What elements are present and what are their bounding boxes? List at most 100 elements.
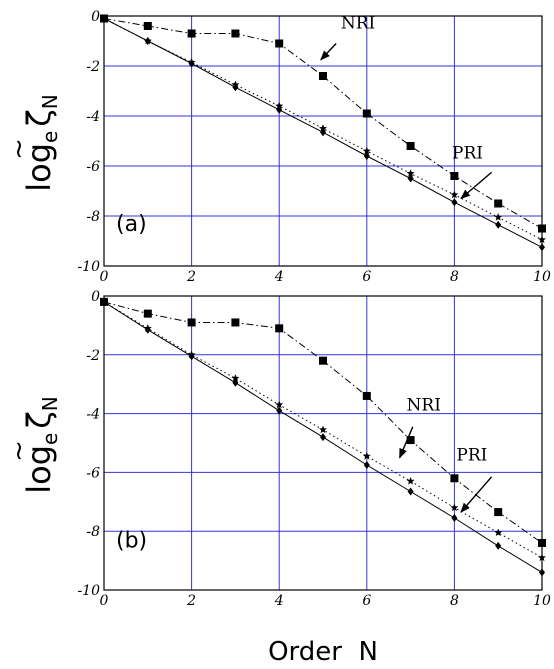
data-point-star xyxy=(231,374,240,382)
data-point-diamond xyxy=(144,325,151,334)
data-point-square xyxy=(494,508,503,517)
data-point-diamond xyxy=(363,461,370,470)
annotation-nri: NRI xyxy=(341,14,375,34)
x-axis-label: Order N xyxy=(268,637,378,667)
data-point-square xyxy=(362,109,371,118)
y-tick-label: -8 xyxy=(86,524,100,540)
annotation-arrow xyxy=(460,476,493,513)
y-tick-label: -4 xyxy=(86,407,100,423)
data-point-square xyxy=(362,391,371,400)
annotation-nri: NRI xyxy=(407,396,441,416)
plot-frame xyxy=(103,15,543,267)
panel-label: (b) xyxy=(116,528,147,553)
data-point-square xyxy=(319,356,327,365)
data-point-square xyxy=(406,142,415,150)
data-point-star xyxy=(494,213,503,221)
data-point-star xyxy=(362,452,371,460)
data-point-diamond xyxy=(276,105,283,114)
data-point-square xyxy=(143,22,152,30)
y-axis-label-tilde: ~ xyxy=(4,138,34,160)
x-tick-label: 0 xyxy=(100,269,109,285)
data-point-star xyxy=(450,503,459,512)
y-axis-label: logeζN xyxy=(20,94,62,191)
data-point-square xyxy=(143,309,152,318)
data-point-diamond xyxy=(451,198,458,207)
data-point-diamond xyxy=(451,513,458,522)
y-tick-label: -8 xyxy=(86,209,100,225)
data-point-square xyxy=(494,199,503,208)
y-tick-label: -6 xyxy=(86,465,100,481)
data-point-star xyxy=(319,124,327,132)
data-point-square xyxy=(538,538,546,547)
x-tick-label: 8 xyxy=(450,269,459,285)
data-point-star xyxy=(362,146,371,155)
data-point-diamond xyxy=(188,59,195,68)
x-tick-label: 6 xyxy=(362,593,371,609)
data-point-square xyxy=(450,172,459,180)
data-point-diamond xyxy=(276,406,283,415)
data-point-diamond xyxy=(188,352,195,361)
data-point-square xyxy=(538,224,546,233)
series-line-star xyxy=(103,18,543,241)
annotation-arrow xyxy=(460,171,493,200)
data-point-diamond xyxy=(363,152,370,160)
data-point-star xyxy=(450,190,459,199)
x-tick-label: 2 xyxy=(186,269,196,285)
annotation-arrow xyxy=(320,43,337,61)
y-tick-label: -2 xyxy=(86,59,100,75)
x-tick-label: 4 xyxy=(274,269,284,285)
data-point-square xyxy=(187,29,196,38)
data-point-diamond xyxy=(320,128,326,137)
y-tick-label: -10 xyxy=(77,259,100,275)
y-axis-label: logeζN xyxy=(20,396,62,493)
data-point-star xyxy=(538,553,546,562)
x-tick-label: 10 xyxy=(533,269,551,285)
panel-b: 0 2 4 6 8 10 0 -2 -4 -6 -8 -10 NRI PRI (b) logeζN~ xyxy=(4,289,551,609)
data-point-diamond xyxy=(101,297,107,306)
data-point-square xyxy=(231,318,240,327)
x-tick-label: 2 xyxy=(186,593,196,609)
panel-label: (a) xyxy=(116,212,147,237)
data-point-star xyxy=(275,400,284,409)
series-line-star xyxy=(103,301,543,559)
y-tick-label: 0 xyxy=(91,9,100,25)
data-point-square xyxy=(275,39,284,48)
series-line-square xyxy=(103,301,543,544)
x-tick-label: 8 xyxy=(450,593,459,609)
series-line-square xyxy=(103,18,543,229)
data-point-diamond xyxy=(495,541,502,550)
annotation-arrow xyxy=(399,426,414,459)
data-point-diamond xyxy=(495,220,502,229)
y-tick-label: -6 xyxy=(86,159,100,175)
x-tick-label: 10 xyxy=(533,593,551,609)
data-point-star xyxy=(538,235,546,244)
x-tick-label: 4 xyxy=(274,593,284,609)
y-axis-label-tilde: ~ xyxy=(4,440,34,462)
y-tick-label: -2 xyxy=(86,348,100,364)
data-point-diamond xyxy=(407,174,414,183)
data-point-diamond xyxy=(232,83,239,92)
data-point-square xyxy=(275,324,284,333)
data-point-diamond xyxy=(539,568,545,577)
annotation-pri: PRI xyxy=(452,144,483,164)
plot-frame xyxy=(103,295,543,591)
y-tick-label: -10 xyxy=(77,583,100,599)
annotation-pri: PRI xyxy=(456,446,487,466)
data-point-star xyxy=(319,425,327,434)
data-point-diamond xyxy=(144,37,151,45)
data-point-star xyxy=(406,169,415,177)
data-point-square xyxy=(406,436,415,445)
panel-a: 0 2 4 6 8 10 0 -2 -4 -6 -8 -10 NRI PRI (a) logeζN~ xyxy=(4,9,551,285)
data-point-star xyxy=(406,477,415,485)
data-point-square xyxy=(450,474,459,483)
data-point-diamond xyxy=(407,487,414,496)
y-tick-label: -4 xyxy=(86,109,100,125)
data-point-star xyxy=(494,528,503,537)
y-tick-label: 0 xyxy=(91,289,100,305)
x-tick-label: 6 xyxy=(362,269,371,285)
data-point-square xyxy=(231,29,240,38)
data-point-diamond xyxy=(232,378,239,387)
data-point-star xyxy=(275,101,284,110)
data-point-square xyxy=(187,318,196,327)
